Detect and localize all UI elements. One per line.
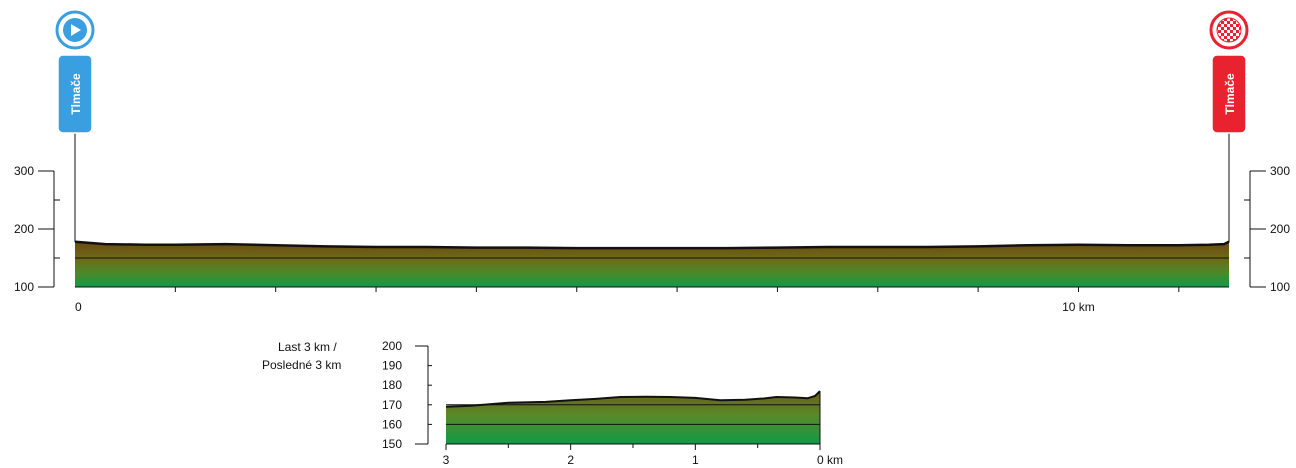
last-3km-caption-line2: Posledné 3 km [262, 358, 341, 372]
main-elevation-area [75, 241, 1229, 287]
finish-marker: Tlmače [1209, 10, 1249, 242]
last-3km-elevation-line [445, 390, 821, 408]
main-right-y-axis: 100 200 300 [1244, 164, 1290, 294]
main-left-y-axis: 100 200 300 [14, 164, 60, 294]
right-y-tick-label: 300 [1270, 164, 1290, 178]
x-tick-label: 0 [75, 300, 82, 314]
start-label-text: Tlmače [69, 73, 83, 115]
main-x-ticks: 0 10 km [75, 287, 1180, 314]
left-y-tick-label: 300 [14, 164, 34, 178]
start-label-tag [57, 54, 93, 134]
checkered-flag-icon [1216, 17, 1242, 43]
right-y-tick-label: 100 [1270, 280, 1290, 294]
last-3km-y-tick-label: 200 [382, 339, 402, 353]
last-3km-y-tick-label: 190 [382, 359, 402, 373]
x-tick-label: 10 km [1062, 300, 1095, 314]
last-3km-profile: Last 3 km / Posledné 3 km 150 160 170 180 19… [262, 339, 843, 467]
last-3km-caption-line1: Last 3 km / [278, 340, 337, 354]
left-y-tick-label: 200 [14, 222, 34, 236]
right-y-tick-label: 200 [1270, 222, 1290, 236]
last-3km-y-tick-label: 180 [382, 378, 402, 392]
last-3km-y-tick-label: 160 [382, 417, 402, 431]
last-3km-grid [446, 391, 821, 444]
finish-label-text: Tlmače [1223, 73, 1237, 115]
last-3km-x-ticks: 3 2 1 0 km [443, 444, 843, 467]
last-3km-y-tick-label: 150 [382, 437, 402, 451]
main-elevation-line [74, 240, 1230, 250]
last-3km-x-tick-label: 1 [692, 453, 699, 467]
play-icon-triangle [71, 24, 81, 36]
last-3km-y-tick-label: 170 [382, 398, 402, 412]
last-3km-x-tick-label: 0 km [817, 453, 843, 467]
last-3km-x-tick-label: 3 [443, 453, 450, 467]
last-3km-x-tick-label: 2 [567, 453, 574, 467]
main-profile: 100 200 300 100 200 300 0 10 km [14, 164, 1290, 314]
finish-label-tag [1211, 54, 1247, 134]
start-marker: Tlmače [55, 10, 95, 242]
last-3km-y-axis: 150 160 170 180 190 200 [382, 339, 432, 451]
left-y-tick-label: 100 [14, 280, 34, 294]
